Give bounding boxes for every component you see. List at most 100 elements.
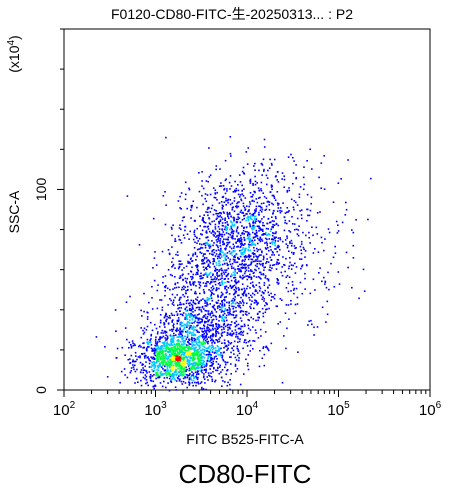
data-point: [236, 345, 239, 348]
data-point: [266, 183, 268, 186]
data-point: [166, 377, 168, 379]
data-point: [185, 350, 188, 353]
data-point: [212, 229, 214, 232]
data-point: [250, 258, 253, 261]
data-point: [230, 155, 232, 157]
data-point: [183, 362, 186, 365]
data-point: [180, 373, 183, 375]
data-point: [241, 293, 244, 296]
data-point: [172, 346, 174, 349]
data-point: [319, 267, 321, 269]
data-point: [201, 371, 203, 374]
data-point: [136, 358, 138, 361]
data-point: [245, 247, 247, 250]
data-point: [289, 231, 292, 233]
data-point: [227, 381, 229, 384]
data-point: [290, 290, 292, 292]
data-point: [135, 377, 138, 380]
data-point: [232, 285, 234, 287]
data-point: [218, 240, 220, 242]
data-point: [220, 251, 222, 254]
data-point: [285, 347, 287, 350]
data-point: [173, 356, 176, 358]
data-point: [232, 349, 235, 352]
data-point: [196, 364, 198, 366]
data-point: [235, 310, 237, 312]
data-point: [229, 234, 232, 236]
data-point: [192, 384, 194, 387]
data-point: [183, 340, 185, 342]
data-point: [168, 350, 170, 353]
data-point: [251, 241, 254, 244]
data-point: [203, 315, 205, 317]
data-point: [256, 265, 258, 268]
data-point: [224, 257, 227, 259]
data-point: [249, 344, 252, 347]
data-point: [130, 347, 133, 349]
data-point: [203, 256, 206, 259]
data-point: [263, 257, 265, 259]
data-point: [199, 251, 201, 253]
data-point: [240, 263, 243, 266]
data-point: [250, 263, 252, 265]
data-point: [216, 307, 219, 309]
data-point: [180, 330, 183, 333]
data-point: [141, 352, 144, 355]
data-point: [201, 243, 203, 246]
data-point: [311, 323, 313, 326]
data-point: [213, 196, 216, 199]
data-point: [311, 168, 313, 170]
data-point: [208, 147, 210, 149]
data-point: [202, 363, 205, 366]
data-point: [164, 337, 166, 339]
data-point: [206, 249, 208, 252]
data-point: [223, 253, 225, 255]
data-point: [213, 258, 215, 260]
data-point: [202, 340, 205, 342]
data-point: [193, 351, 196, 353]
data-point: [251, 213, 253, 216]
data-point: [293, 287, 296, 290]
data-point: [296, 233, 299, 235]
data-point: [124, 354, 126, 356]
data-point: [234, 296, 236, 298]
data-point: [214, 347, 217, 349]
data-point: [218, 202, 221, 204]
data-point: [216, 215, 219, 217]
data-point: [277, 207, 280, 209]
data-point: [204, 300, 207, 303]
data-point: [175, 348, 178, 351]
data-point: [171, 330, 174, 332]
data-point: [143, 355, 146, 357]
data-point: [143, 292, 145, 295]
data-point: [166, 315, 168, 318]
data-point: [283, 229, 286, 232]
data-point: [182, 273, 184, 276]
data-point: [276, 179, 278, 181]
data-point: [267, 261, 270, 263]
data-point: [246, 365, 249, 367]
data-point: [204, 222, 207, 224]
data-point: [259, 205, 261, 208]
data-point: [255, 300, 257, 302]
data-point: [276, 278, 278, 280]
data-point: [207, 310, 210, 312]
data-point: [259, 220, 262, 222]
data-point: [163, 373, 165, 375]
data-point: [165, 372, 167, 375]
data-point: [155, 336, 157, 338]
data-point: [132, 366, 135, 368]
data-point: [300, 267, 302, 270]
data-point: [302, 176, 305, 179]
data-point: [159, 350, 161, 353]
data-point: [116, 347, 119, 350]
data-point: [283, 216, 286, 219]
data-point: [242, 314, 244, 316]
data-point: [258, 239, 260, 241]
data-point: [238, 201, 240, 203]
data-point: [128, 341, 131, 344]
data-point: [222, 184, 225, 187]
data-point: [172, 372, 174, 375]
data-point: [324, 280, 327, 283]
data-point: [241, 242, 243, 245]
